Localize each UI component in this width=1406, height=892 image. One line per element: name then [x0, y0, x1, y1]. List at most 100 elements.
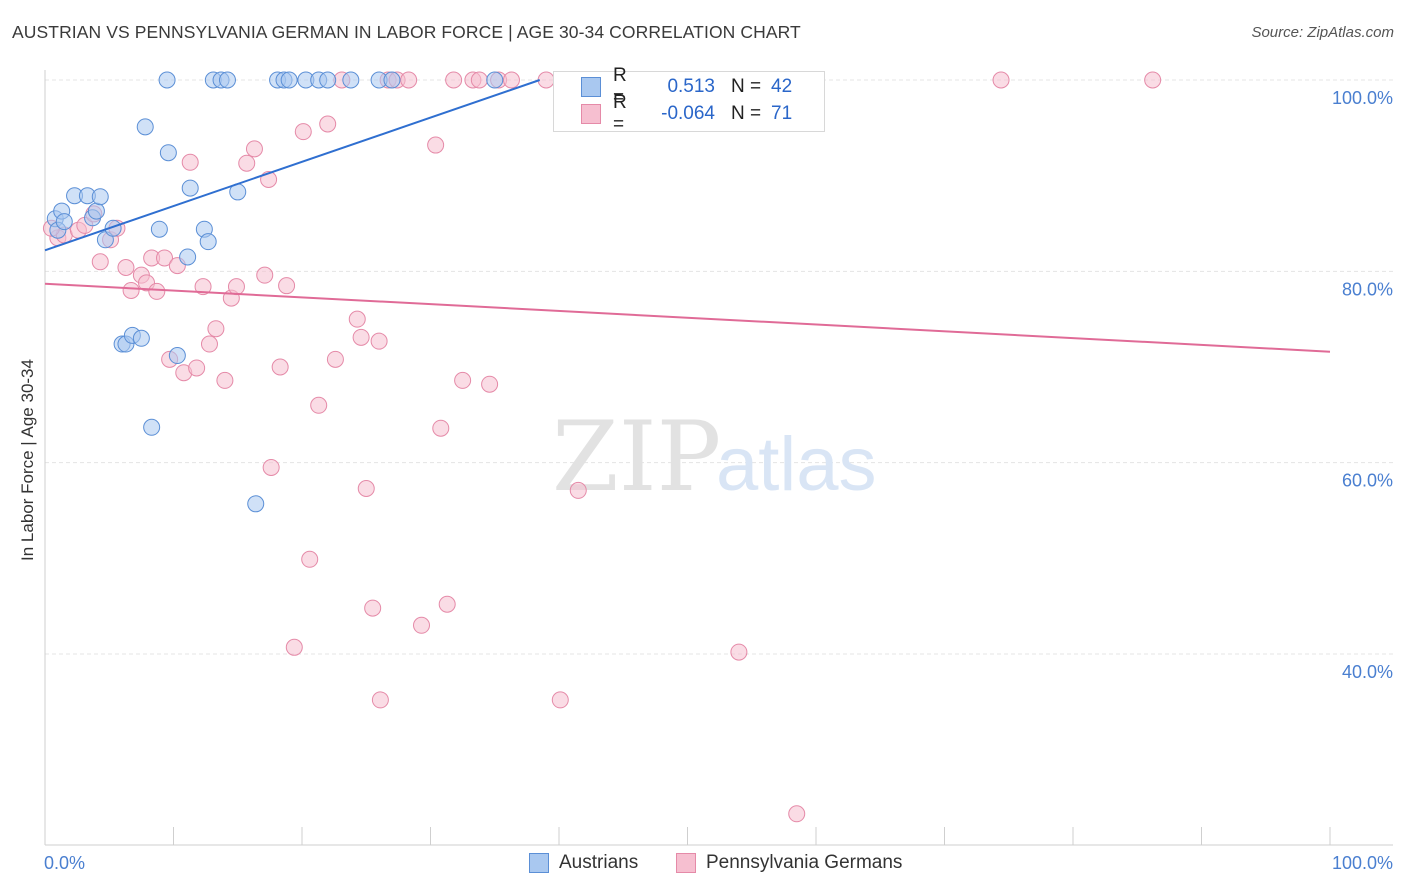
pennsylvania-point	[262, 458, 280, 476]
pennsylvania-point	[319, 115, 337, 133]
pennsylvania-point	[551, 691, 569, 709]
pennsylvania-point	[256, 266, 274, 284]
austrian-point	[159, 144, 177, 162]
pennsylvania-point	[188, 359, 206, 377]
axes	[44, 70, 1393, 846]
legend-r-value: -0.064	[661, 103, 715, 124]
austrian-point	[247, 495, 265, 513]
pennsylvania-point	[348, 310, 366, 328]
pennsylvania-point	[326, 350, 344, 368]
series-legend: Austrians Pennsylvania Germans	[0, 852, 1406, 876]
pennsylvania-point	[992, 71, 1010, 89]
austrian-point	[342, 71, 360, 89]
legend-r-value: 0.513	[667, 76, 715, 97]
pennsylvania-point	[364, 599, 382, 617]
legend-swatch-pennsylvania	[581, 104, 601, 124]
pennsylvania-point	[294, 123, 312, 141]
legend-row-austrians: R = 0.513 N = 42	[554, 65, 793, 108]
pennsylvania-point	[181, 153, 199, 171]
pennsylvania-point	[788, 805, 806, 823]
pennsylvania-point	[427, 136, 445, 154]
austrian-point	[280, 71, 298, 89]
austrian-point	[132, 329, 150, 347]
legend-swatch-austrians	[581, 77, 601, 97]
watermark: ZIP atlas	[552, 401, 877, 513]
series-label-pennsylvania: Pennsylvania Germans	[706, 852, 903, 873]
series-swatch-austrians	[529, 853, 549, 873]
pennsylvania-point	[122, 281, 140, 299]
pennsylvania-point	[148, 282, 166, 300]
pennsylvania-point	[569, 481, 587, 499]
austrian-point	[168, 347, 186, 365]
stats-legend: R = 0.513 N = 42 R = -0.064 N = 71	[553, 65, 825, 135]
austrian-point	[150, 220, 168, 238]
pennsylvania-point	[117, 259, 135, 277]
pennsylvania-point	[445, 71, 463, 89]
austrian-point	[199, 233, 217, 251]
pennsylvania-point	[502, 71, 520, 89]
austrian-point	[91, 188, 109, 206]
pennsylvania-point	[1144, 71, 1162, 89]
pennsylvania-point	[730, 643, 748, 661]
pennsylvania-point	[207, 320, 225, 338]
pennsylvania-point	[481, 375, 499, 393]
y-tick-label: 80.0%	[1342, 279, 1393, 299]
pennsylvania-point	[91, 253, 109, 271]
pennsylvania-point	[285, 638, 303, 656]
tick-labels: 40.0% 60.0% 80.0% 100.0% 0.0% 100.0%	[44, 88, 1393, 873]
legend-row-pennsylvania: R = -0.064 N = 71	[554, 92, 793, 135]
pennsylvania-point	[301, 550, 319, 568]
legend-n-label: N =	[731, 103, 762, 124]
austrian-point	[104, 219, 122, 237]
pennsylvania-trend-line	[44, 282, 1331, 353]
austrian-points	[46, 71, 587, 513]
series-label-austrians: Austrians	[559, 852, 639, 873]
austrian-point	[158, 71, 176, 89]
series-legend-pennsylvania[interactable]: Pennsylvania Germans	[676, 852, 902, 874]
pennsylvania-point	[357, 479, 375, 497]
pennsylvania-points	[42, 71, 1162, 823]
chart-title: AUSTRIAN VS PENNSYLVANIA GERMAN IN LABOR…	[12, 22, 801, 42]
legend-r-label: R =	[613, 65, 627, 108]
austrian-point	[181, 179, 199, 197]
legend-r-label: R =	[613, 92, 627, 135]
austrian-point	[87, 202, 105, 220]
pennsylvania-point	[413, 616, 431, 634]
pennsylvania-point	[194, 278, 212, 296]
pennsylvania-point	[278, 277, 296, 295]
series-legend-austrians[interactable]: Austrians	[529, 852, 638, 874]
pennsylvania-point	[245, 140, 263, 158]
pennsylvania-point	[352, 328, 370, 346]
legend-n-value: 42	[771, 76, 793, 97]
austrian-point	[179, 248, 197, 266]
pennsylvania-point	[271, 358, 289, 376]
austrian-point	[218, 71, 236, 89]
pennsylvania-point	[238, 154, 256, 172]
austrian-point	[143, 418, 161, 436]
austrian-point	[319, 71, 337, 89]
pennsylvania-point	[370, 332, 388, 350]
pennsylvania-point	[227, 278, 245, 296]
pennsylvania-point	[371, 691, 389, 709]
pennsylvania-point	[438, 595, 456, 613]
pennsylvania-point	[156, 249, 174, 267]
pennsylvania-point	[432, 419, 450, 437]
pennsylvania-point	[310, 396, 328, 414]
x-tick-label-min: 0.0%	[44, 853, 85, 873]
legend-n-value: 71	[771, 103, 793, 124]
y-tick-label: 60.0%	[1342, 471, 1393, 491]
pennsylvania-point	[537, 71, 555, 89]
x-tick-label-max: 100.0%	[1332, 853, 1393, 873]
austrian-point	[486, 71, 504, 89]
trend-lines	[44, 79, 1331, 353]
austrian-trend-line	[44, 79, 541, 252]
pennsylvania-point	[470, 71, 488, 89]
austrian-point	[55, 213, 73, 231]
pennsylvania-point	[400, 71, 418, 89]
series-swatch-pennsylvania	[676, 853, 696, 873]
austrian-point	[136, 118, 154, 136]
y-tick-label: 100.0%	[1332, 88, 1393, 108]
pennsylvania-point	[216, 371, 234, 389]
pennsylvania-point	[200, 335, 218, 353]
